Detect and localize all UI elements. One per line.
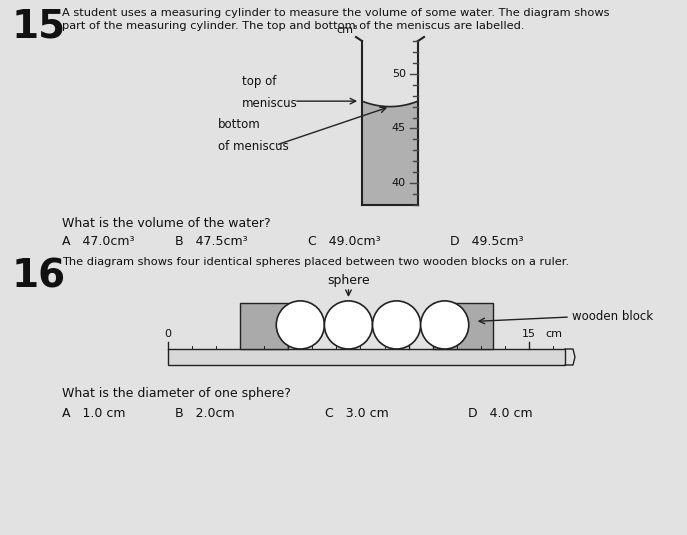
Circle shape — [372, 301, 420, 349]
Text: B   2.0cm: B 2.0cm — [175, 407, 235, 420]
Text: C   49.0cm³: C 49.0cm³ — [308, 235, 381, 248]
Text: 16: 16 — [12, 257, 66, 295]
Text: sphere: sphere — [327, 274, 370, 287]
Text: 50: 50 — [392, 69, 406, 79]
Text: of meniscus: of meniscus — [218, 140, 289, 153]
Text: D   4.0 cm: D 4.0 cm — [468, 407, 532, 420]
Text: 40: 40 — [392, 178, 406, 188]
Circle shape — [324, 301, 372, 349]
Text: 15: 15 — [522, 329, 536, 339]
Bar — [363, 106, 417, 204]
Text: wooden block: wooden block — [572, 310, 653, 324]
Text: bottom: bottom — [218, 118, 261, 131]
Bar — [433, 303, 493, 349]
Text: A student uses a measuring cylinder to measure the volume of some water. The dia: A student uses a measuring cylinder to m… — [62, 8, 609, 18]
Text: top of: top of — [242, 75, 276, 88]
Text: D   49.5cm³: D 49.5cm³ — [450, 235, 523, 248]
Text: A   1.0 cm: A 1.0 cm — [62, 407, 126, 420]
Text: 5: 5 — [285, 329, 292, 339]
Bar — [240, 303, 289, 349]
Text: cm: cm — [545, 329, 562, 339]
Bar — [168, 349, 565, 365]
Text: What is the volume of the water?: What is the volume of the water? — [62, 217, 271, 230]
Circle shape — [276, 301, 324, 349]
Text: 10: 10 — [402, 329, 416, 339]
Text: The diagram shows four identical spheres placed between two wooden blocks on a r: The diagram shows four identical spheres… — [62, 257, 569, 267]
Text: meniscus: meniscus — [242, 97, 297, 110]
Text: A   47.0cm³: A 47.0cm³ — [62, 235, 135, 248]
Text: 15: 15 — [12, 7, 66, 45]
Text: part of the measuring cylinder. The top and bottom of the meniscus are labelled.: part of the measuring cylinder. The top … — [62, 21, 524, 31]
Circle shape — [420, 301, 469, 349]
Text: C   3.0 cm: C 3.0 cm — [325, 407, 389, 420]
Text: 45: 45 — [392, 124, 406, 133]
Text: What is the diameter of one sphere?: What is the diameter of one sphere? — [62, 387, 291, 400]
Text: 0: 0 — [164, 329, 172, 339]
Text: B   47.5cm³: B 47.5cm³ — [175, 235, 247, 248]
Text: cm³: cm³ — [337, 25, 358, 35]
